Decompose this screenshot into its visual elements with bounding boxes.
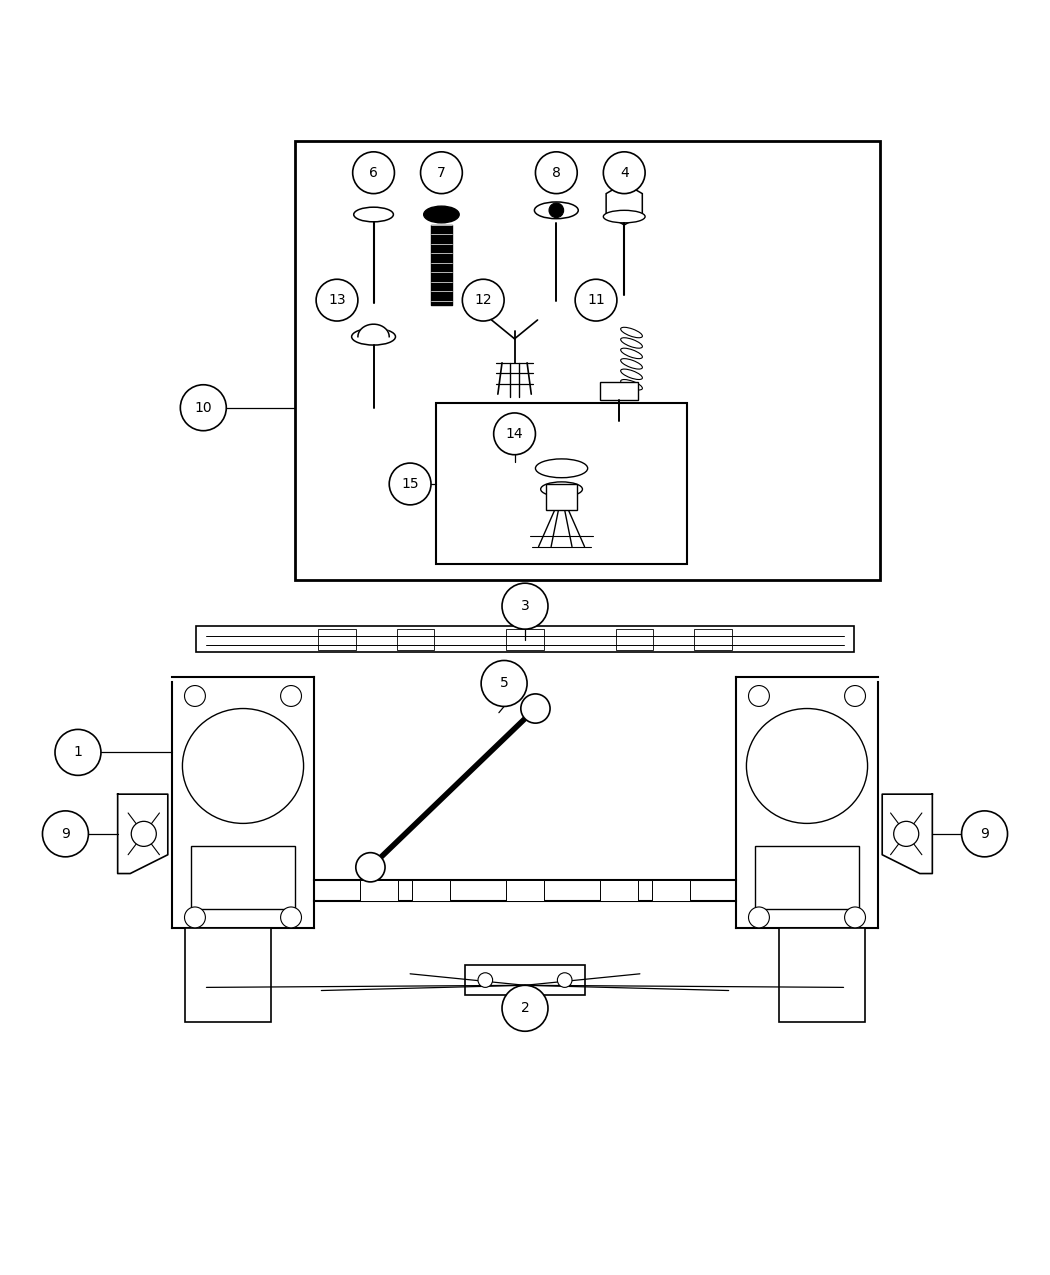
Text: 6: 6 — [370, 166, 378, 180]
Circle shape — [356, 853, 385, 882]
Ellipse shape — [621, 358, 643, 368]
Text: 5: 5 — [500, 677, 508, 691]
Bar — [360, 880, 398, 900]
Ellipse shape — [621, 368, 643, 380]
Ellipse shape — [621, 338, 643, 348]
Bar — [465, 965, 585, 994]
Bar — [506, 629, 544, 650]
Bar — [755, 847, 859, 909]
Bar — [436, 403, 687, 565]
Ellipse shape — [541, 482, 583, 496]
Bar — [397, 629, 434, 650]
Text: 4: 4 — [620, 166, 629, 180]
Ellipse shape — [536, 459, 588, 478]
Circle shape — [558, 973, 572, 987]
Text: 15: 15 — [401, 477, 419, 491]
Circle shape — [316, 279, 358, 321]
Bar — [295, 142, 880, 580]
Bar — [191, 847, 295, 909]
Circle shape — [604, 152, 645, 194]
Circle shape — [536, 152, 578, 194]
Text: 14: 14 — [506, 427, 523, 441]
Ellipse shape — [621, 348, 643, 358]
Polygon shape — [882, 794, 932, 873]
Circle shape — [390, 463, 430, 505]
Text: 11: 11 — [587, 293, 605, 307]
Text: 1: 1 — [74, 746, 82, 760]
Ellipse shape — [354, 208, 394, 222]
Circle shape — [55, 729, 101, 775]
Ellipse shape — [747, 709, 867, 824]
Circle shape — [185, 686, 206, 706]
Ellipse shape — [621, 328, 643, 338]
Text: 9: 9 — [61, 827, 70, 840]
Circle shape — [502, 583, 548, 629]
Circle shape — [478, 973, 492, 987]
Circle shape — [42, 811, 88, 857]
Bar — [546, 484, 578, 510]
Text: 7: 7 — [437, 166, 446, 180]
Bar — [652, 880, 690, 900]
Circle shape — [181, 385, 227, 431]
Circle shape — [749, 686, 770, 706]
Bar — [779, 928, 865, 1021]
Polygon shape — [118, 794, 168, 873]
Circle shape — [962, 811, 1008, 857]
Text: 3: 3 — [521, 599, 529, 613]
Circle shape — [131, 821, 156, 847]
Bar — [506, 880, 544, 900]
Ellipse shape — [183, 709, 303, 824]
Circle shape — [502, 986, 548, 1031]
Circle shape — [421, 152, 462, 194]
Circle shape — [575, 279, 617, 321]
Text: 8: 8 — [552, 166, 561, 180]
Ellipse shape — [424, 207, 459, 223]
Ellipse shape — [604, 210, 645, 223]
Circle shape — [353, 152, 395, 194]
Circle shape — [185, 907, 206, 928]
Circle shape — [894, 821, 919, 847]
Text: 9: 9 — [980, 827, 989, 840]
Circle shape — [844, 686, 865, 706]
Bar — [694, 629, 732, 650]
Circle shape — [549, 203, 564, 218]
Bar — [601, 381, 637, 400]
Bar — [185, 928, 271, 1021]
Circle shape — [280, 907, 301, 928]
Circle shape — [481, 660, 527, 706]
Bar — [318, 629, 356, 650]
Text: 12: 12 — [475, 293, 492, 307]
Circle shape — [749, 907, 770, 928]
Circle shape — [494, 413, 536, 455]
Text: 2: 2 — [521, 1001, 529, 1015]
Bar — [413, 880, 449, 900]
Circle shape — [844, 907, 865, 928]
Circle shape — [462, 279, 504, 321]
Bar — [616, 629, 653, 650]
Text: 10: 10 — [194, 400, 212, 414]
Circle shape — [521, 694, 550, 723]
Ellipse shape — [352, 329, 396, 346]
Ellipse shape — [534, 201, 579, 219]
Text: 13: 13 — [329, 293, 345, 307]
Bar — [601, 880, 637, 900]
Ellipse shape — [621, 380, 643, 390]
Bar — [196, 626, 854, 652]
Circle shape — [280, 686, 301, 706]
